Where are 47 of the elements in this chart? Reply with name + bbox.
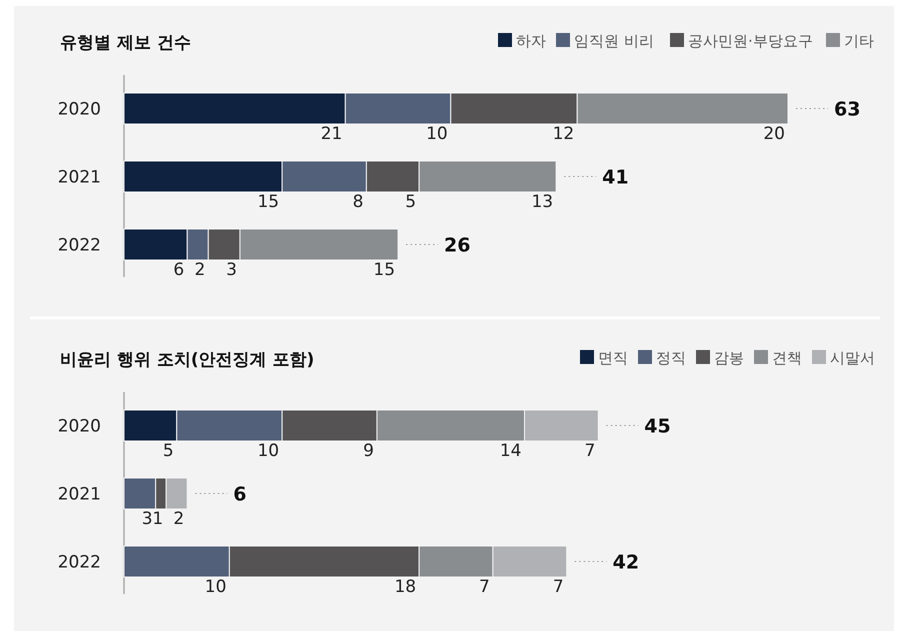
data-label: 7 bbox=[552, 577, 564, 597]
total-label: 41 bbox=[602, 166, 629, 188]
data-label: 5 bbox=[162, 441, 174, 461]
legend-label: 정직 bbox=[656, 349, 686, 367]
total-label: 45 bbox=[644, 416, 671, 438]
data-label: 3 bbox=[142, 509, 153, 529]
data-label: 10 bbox=[204, 577, 226, 597]
legend-label: 기타 bbox=[844, 32, 874, 50]
total-label: 26 bbox=[444, 234, 470, 256]
total-label: 42 bbox=[612, 552, 640, 574]
data-label: 1 bbox=[152, 509, 164, 529]
total-label: 6 bbox=[233, 484, 246, 506]
legend-label: 하자 bbox=[516, 32, 546, 50]
y-tick-label: 2020 bbox=[58, 416, 101, 436]
legend-label: 시말서 bbox=[830, 349, 875, 367]
legend-label: 면직 bbox=[598, 349, 628, 367]
y-tick-label: 2022 bbox=[58, 552, 101, 572]
data-label: 8 bbox=[352, 192, 364, 212]
y-tick-label: 2021 bbox=[58, 484, 101, 504]
legend-label: 임직원 비리 bbox=[574, 32, 654, 50]
legend-label: 감봉 bbox=[714, 349, 744, 367]
data-label: 15 bbox=[373, 260, 396, 280]
chart-title: 비윤리 행위 조치(안전징계 포함) bbox=[60, 350, 314, 370]
data-label: 12 bbox=[552, 124, 574, 144]
legend-label: 견책 bbox=[772, 349, 802, 367]
data-label: 3 bbox=[226, 260, 237, 280]
total-label: 63 bbox=[834, 98, 860, 120]
data-label: 20 bbox=[763, 124, 785, 144]
data-label: 10 bbox=[257, 441, 280, 461]
data-label: 7 bbox=[479, 577, 490, 597]
data-label: 18 bbox=[394, 577, 416, 597]
data-label: 13 bbox=[531, 192, 554, 212]
y-tick-label: 2022 bbox=[58, 236, 101, 256]
chart-title: 유형별 제보 건수 bbox=[60, 33, 191, 53]
data-label: 7 bbox=[584, 441, 596, 461]
y-tick-label: 2020 bbox=[58, 100, 101, 120]
data-label: 6 bbox=[173, 260, 184, 280]
data-label: 21 bbox=[320, 124, 342, 144]
data-label: 5 bbox=[405, 192, 416, 212]
data-label: 14 bbox=[500, 441, 522, 461]
y-tick-label: 2021 bbox=[58, 168, 101, 188]
data-label: 10 bbox=[426, 124, 448, 144]
data-label: 9 bbox=[363, 441, 374, 461]
data-label: 2 bbox=[173, 509, 184, 529]
data-label: 2 bbox=[194, 260, 206, 280]
data-label: 15 bbox=[257, 192, 280, 212]
legend-label: 공사민원·부당요구 bbox=[688, 32, 813, 50]
